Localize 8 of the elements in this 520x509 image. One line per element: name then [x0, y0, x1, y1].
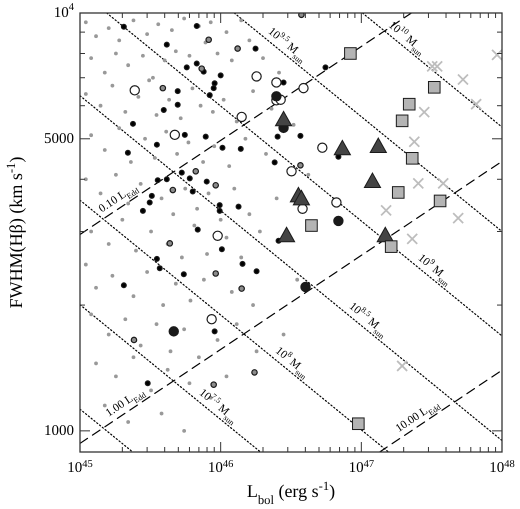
y-tick-label: 5000: [44, 130, 74, 147]
x-tick-label: 10$^{46}$: [208, 458, 234, 476]
x-tick-label: 10$^{45}$: [67, 458, 93, 476]
y-tick-label: 10$^{4}$: [54, 2, 75, 21]
x-axis-title: L$_{bol}$ (erg s$^{-1}$): [246, 479, 336, 507]
y-tick-label: 1000: [44, 422, 74, 439]
x-tick-label: 10$^{47}$: [348, 458, 374, 476]
x-tick-label: 10$^{48}$: [489, 458, 515, 476]
